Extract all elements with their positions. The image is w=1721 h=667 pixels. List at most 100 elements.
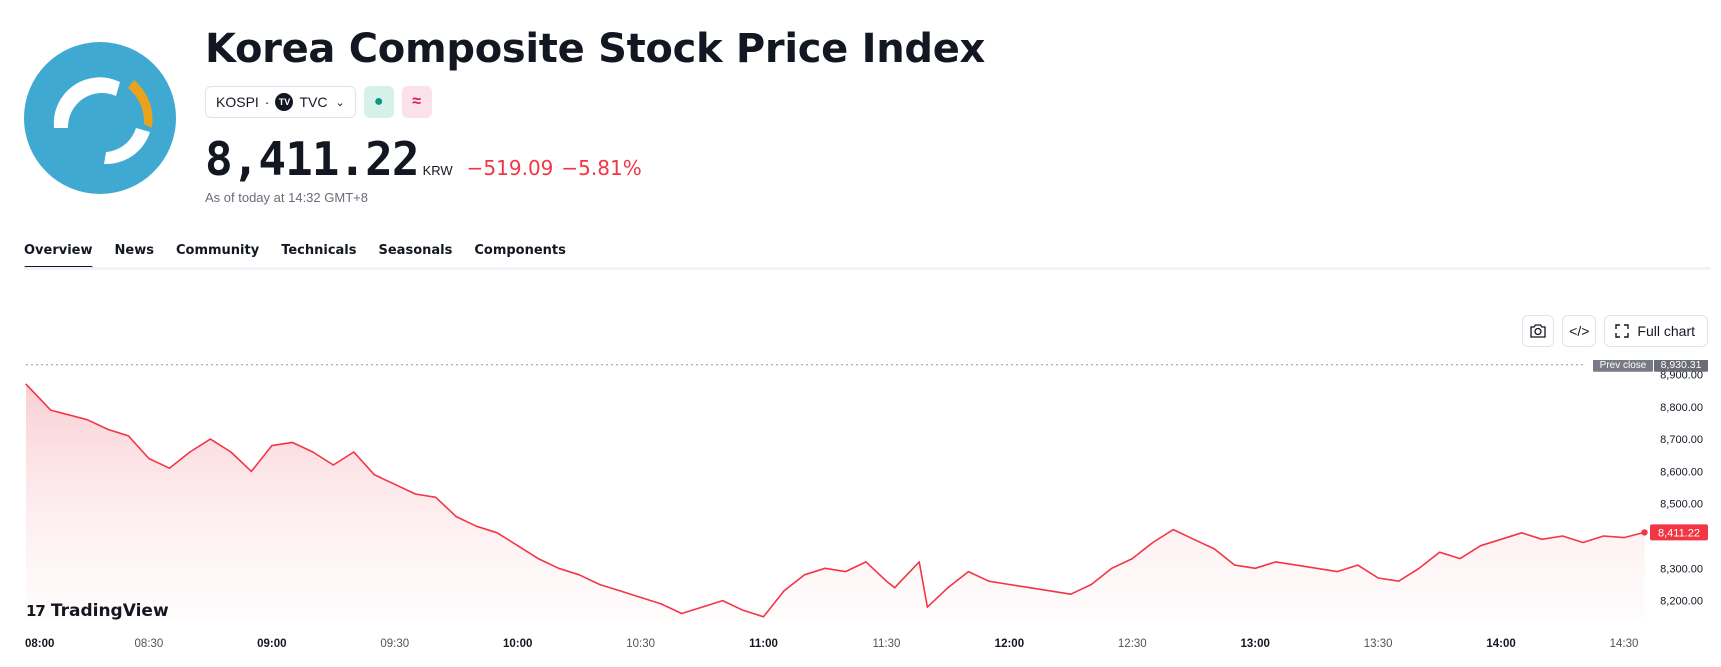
kospi-logo-icon [24,42,176,194]
tv-exchange-icon: TV [275,93,294,111]
prev-close-value-tag [1654,360,1708,372]
price-point [1049,590,1051,592]
price-point [250,470,252,472]
price-point [906,574,908,576]
price-point [1029,587,1031,589]
x-tick-label: 08:00 [25,638,54,650]
price-point [894,587,896,589]
price-point [947,587,949,589]
x-tick-label: 09:00 [257,638,286,650]
price-point [1234,564,1236,566]
price-point [660,603,662,605]
market-open-icon[interactable]: ● [363,86,394,118]
price-point [1418,567,1420,569]
price-point [168,467,170,469]
price-point [844,571,847,573]
price-point [230,451,232,453]
price-point [373,474,375,476]
page-title: Korea Composite Stock Price Index [205,26,986,72]
tab-seasonals[interactable]: Seasonals [378,243,453,258]
price-point [1602,535,1605,537]
camera-icon [1530,324,1546,338]
x-tick-label: 12:00 [995,638,1024,650]
tradingview-mark-icon: 17 [26,602,46,620]
price-point [455,516,457,518]
fullscreen-icon [1615,324,1630,338]
price-chart-svg: 8,200.00 8,300.00 8,500.00 8,600.00 8,700.00… [25,360,1708,650]
x-tick-label: 13:30 [1364,638,1393,650]
chart-toolbar: </> Full chart [1522,315,1708,347]
tab-technicals[interactable]: Technicals [281,243,357,258]
embed-button[interactable]: </> [1562,315,1597,347]
price-area-fill [26,384,1645,620]
price-point [1152,541,1154,544]
symbol-exchange-selector[interactable]: KOSPI · TV TVC ⌄ [205,86,356,118]
delayed-data-icon[interactable]: ≈ [401,86,432,118]
price-point [414,493,416,495]
code-icon: </> [1569,323,1590,339]
prev-close-label: Prev close [1600,360,1647,371]
tab-community[interactable]: Community [175,243,260,258]
x-tick-label: 11:30 [872,638,900,650]
symbol-chip-row: KOSPI · TV TVC ⌄ ● ≈ [205,86,432,118]
snapshot-button[interactable] [1522,315,1555,347]
y-tick-label: 8,800.00 [1660,402,1703,414]
price-point [1193,538,1195,540]
price-point [885,580,888,582]
price-point [1541,538,1543,540]
price-point [783,590,785,592]
price-point [517,545,519,547]
prev-close-tag [1593,360,1653,372]
price-point [435,496,437,498]
x-tick-label: 13:00 [1241,638,1270,650]
price-point [332,464,334,466]
price-point [1295,564,1297,566]
last-price-tag-label: 8,411.22 [1658,527,1700,539]
y-tick-label: 8,600.00 [1660,466,1703,478]
price-point [209,438,211,440]
x-tick-label: 12:30 [1118,638,1147,650]
price-point [37,396,39,398]
price-point [1439,551,1441,553]
price-point [1561,535,1564,537]
tradingview-logo[interactable]: 17 TradingView [26,601,169,621]
price-point [1008,583,1011,586]
last-price: 8,411.22 [205,132,420,186]
price-point [107,428,109,430]
tab-components[interactable]: Components [474,243,566,258]
tradingview-label: TradingView [50,601,169,621]
overview-tabs: Overview News Community Technicals Seaso… [24,243,566,270]
exchange-label: TVC [299,94,328,110]
price-point [1398,580,1400,582]
price-point [1254,567,1256,569]
price-point [1480,545,1482,547]
separator-dot: · [264,94,270,110]
price-point [50,409,52,411]
price-point [291,441,293,443]
tab-overview[interactable]: Overview [24,243,93,270]
price-point [1090,583,1092,586]
price-point [599,583,601,586]
chevron-down-icon: ⌄ [335,96,345,109]
price-point [762,616,765,618]
price-point [74,415,76,418]
price-line [25,383,1645,618]
price-chart[interactable]: 8,200.00 8,300.00 8,500.00 8,600.00 8,700.00… [0,360,1721,667]
y-tick-label: 8,300.00 [1660,563,1703,575]
price-point [189,451,191,453]
tab-news[interactable]: News [114,243,154,258]
price-point [619,590,621,592]
price-point [701,606,703,608]
currency-label: KRW [422,163,453,178]
price-point [967,571,970,573]
x-tick-label: 08:30 [135,638,164,650]
price-point [271,445,273,447]
price-point [1213,548,1215,550]
price-point [496,532,498,534]
price-point [127,435,129,437]
y-tick-label: 8,900.00 [1660,370,1703,382]
quote-row: 8,411.22 KRW −519.09 −5.81% [205,132,642,186]
quote-timestamp: As of today at 14:32 GMT+8 [205,190,368,205]
full-chart-button[interactable]: Full chart [1604,315,1708,347]
price-change-percent: −5.81% [561,156,642,180]
